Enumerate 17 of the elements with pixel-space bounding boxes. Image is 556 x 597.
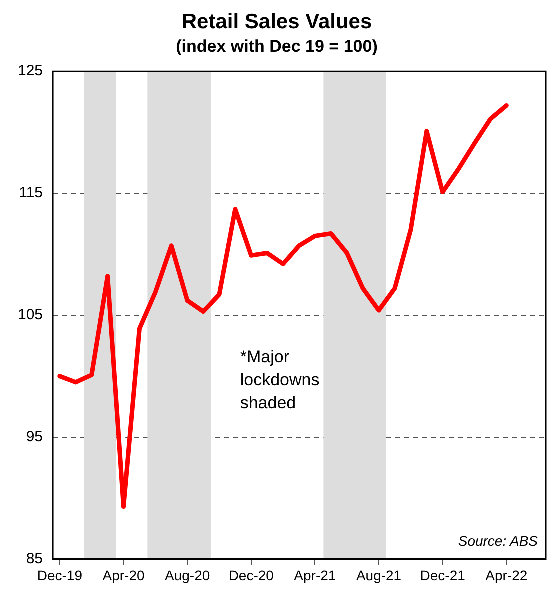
x-tick-label: Dec-21 (420, 567, 466, 584)
x-tick-label: Apr-22 (486, 567, 528, 584)
x-tick-label: Dec-19 (37, 567, 83, 584)
y-tick-label: 85 (26, 550, 44, 568)
annotation: Source: ABS (458, 533, 539, 550)
x-tick-label: Aug-20 (164, 567, 210, 584)
x-tick-label: Aug-21 (356, 567, 402, 584)
y-tick-label: 115 (19, 184, 44, 202)
x-tick-label: Dec-20 (228, 567, 274, 584)
y-tick-label: 125 (18, 62, 44, 80)
y-tick-label: 105 (18, 306, 44, 324)
chart-subtitle: (index with Dec 19 = 100) (176, 37, 378, 56)
chart-title: Retail Sales Values (182, 10, 372, 34)
y-tick-label: 95 (26, 428, 44, 446)
annotation: *Major lockdowns shaded (240, 348, 320, 413)
x-tick-label: Apr-21 (294, 567, 336, 584)
x-tick-label: Apr-20 (102, 567, 145, 584)
